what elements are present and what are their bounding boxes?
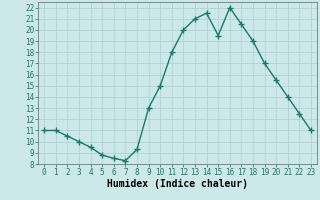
X-axis label: Humidex (Indice chaleur): Humidex (Indice chaleur) [107,179,248,189]
